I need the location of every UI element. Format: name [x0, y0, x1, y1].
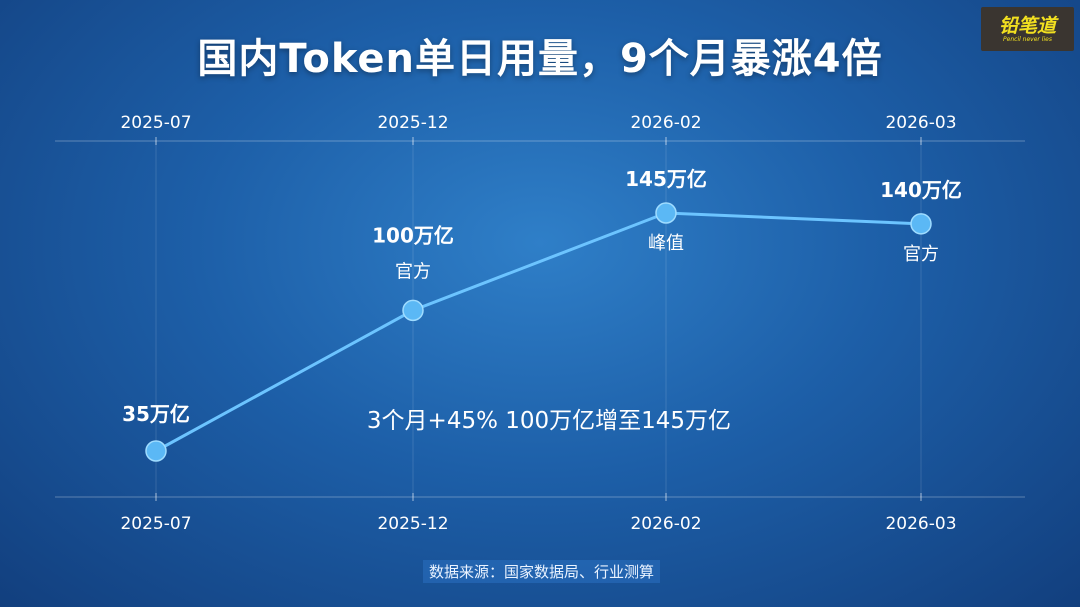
x-tick-label-bottom: 2025-07 [120, 514, 191, 534]
x-tick-label-bottom: 2026-03 [885, 514, 956, 534]
data-label: 140万亿 [880, 178, 962, 202]
growth-annotation: 3个月+45% 100万亿增至145万亿 [367, 408, 731, 434]
x-tick-label-top: 2025-07 [120, 113, 191, 133]
logo-text: 铅笔道 [998, 14, 1056, 37]
source-note: 数据来源：国家数据局、行业测算 [423, 560, 661, 583]
point-note: 官方 [903, 244, 939, 265]
point-note: 峰值 [648, 233, 684, 254]
x-tick-label-bottom: 2026-02 [630, 514, 701, 534]
x-tick-label-top: 2026-03 [885, 113, 956, 133]
x-tick-label-top: 2025-12 [377, 113, 448, 133]
data-label: 35万亿 [122, 402, 190, 426]
data-label: 100万亿 [372, 223, 454, 247]
data-label: 145万亿 [625, 167, 707, 191]
point-note: 官方 [395, 261, 431, 282]
logo: 铅笔道 Pencil never lies [981, 7, 1074, 51]
logo-tagline: Pencil never lies [1003, 35, 1052, 43]
series-line [155, 211, 922, 453]
data-point [145, 440, 167, 462]
data-point [402, 299, 424, 322]
data-point [910, 213, 932, 235]
x-tick-label-bottom: 2025-12 [377, 514, 448, 534]
data-point [655, 202, 677, 224]
x-tick-label-top: 2026-02 [630, 113, 701, 133]
page-title: 国内Token单日用量，9个月暴涨4倍 [197, 36, 883, 82]
